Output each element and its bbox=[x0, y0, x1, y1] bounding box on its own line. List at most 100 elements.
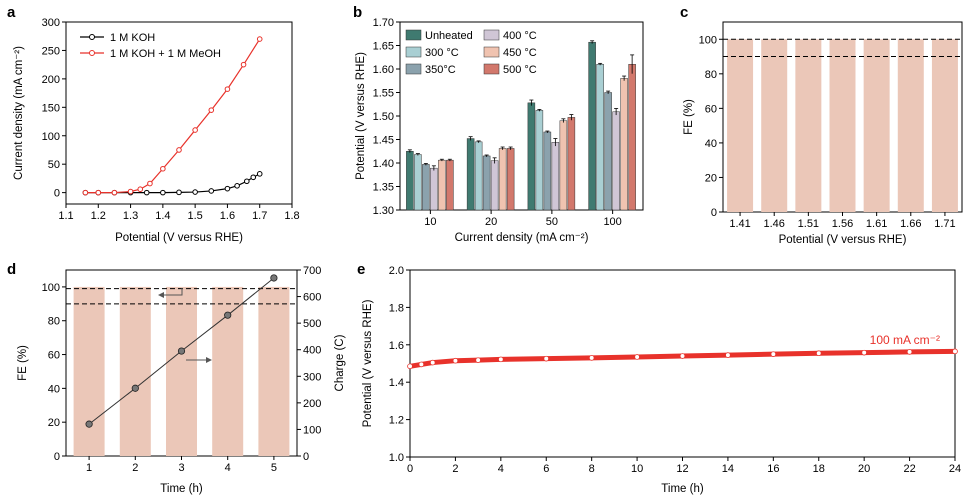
panel-d-ytick-label-1: 20 bbox=[48, 417, 60, 429]
panel-a-series-1-point-7 bbox=[176, 147, 182, 153]
panel-a-series-1-point-6 bbox=[160, 165, 166, 172]
panel-b-bar-3-3 bbox=[612, 111, 620, 211]
panel-a-series-0-point-12 bbox=[250, 174, 257, 181]
panel-e-point-9 bbox=[679, 353, 686, 359]
panel-a-series-line-0 bbox=[85, 173, 260, 194]
panel-c-ytick-label-2: 40 bbox=[705, 138, 717, 150]
panel-b-xtick-label-3: 100 bbox=[603, 216, 621, 228]
panel-c-bar-0 bbox=[727, 39, 754, 212]
panel-b-legend-label-0: Unheated bbox=[425, 30, 473, 42]
panel-c-xlabel: Potential (V versus RHE) bbox=[779, 234, 907, 246]
panel-c-ylabel: FE (%) bbox=[683, 99, 695, 135]
panel-b-bar-3-2 bbox=[604, 92, 612, 211]
panel-d-xlabel: Time (h) bbox=[160, 483, 203, 495]
panel-b-bar-3-0 bbox=[588, 41, 596, 211]
panel-e-xtick-label-12: 24 bbox=[949, 463, 961, 475]
panel-c-xtick-label-0: 1.41 bbox=[729, 218, 750, 230]
panel-label-d: d bbox=[7, 261, 16, 278]
panel-b-chart: 1.30 1.35 1.40 1.45 1.50 1.55 1.60 1.65 1.70 10 20… bbox=[355, 17, 644, 244]
panel-d-charge-point-0 bbox=[85, 420, 93, 428]
panel-a-ytick-label-2: 100 bbox=[42, 131, 60, 143]
panel-d-fe-arrowhead bbox=[158, 292, 164, 298]
panel-b-bar-1-2 bbox=[482, 155, 491, 211]
panel-e-point-6 bbox=[543, 355, 550, 362]
panel-c-bar-5 bbox=[897, 39, 924, 212]
panel-b-bar-2-5 bbox=[567, 117, 576, 211]
panel-b-bar-0-3 bbox=[430, 167, 438, 211]
panel-e-point-11 bbox=[770, 351, 777, 357]
panel-e-ytick-label-1: 1.2 bbox=[389, 415, 404, 427]
panel-label-b: b bbox=[353, 4, 362, 21]
panel-a-series-line-1 bbox=[85, 38, 261, 194]
panel-b-bar-1-4 bbox=[498, 148, 507, 211]
panel-e-ytick-label-4: 1.8 bbox=[389, 302, 404, 314]
panel-b-xlabel: Current density (mA cm⁻²) bbox=[455, 232, 589, 244]
panel-c-chart: 0 20 40 60 80 100 1.41 1.46 1.51 1.56 1.61 1.66 1.71… bbox=[683, 21, 963, 246]
panel-c-bar-6 bbox=[931, 39, 958, 212]
panel-d-y2tick-label-6: 600 bbox=[303, 292, 321, 304]
panel-b-bar-0-2 bbox=[422, 164, 430, 211]
panel-d-y2tick-label-7: 700 bbox=[303, 265, 321, 277]
panel-d-xtick-label-0: 1 bbox=[86, 462, 92, 474]
panel-b-ylabel: Potential (V versus RHE) bbox=[355, 52, 367, 180]
panel-a-series-0-point-6 bbox=[176, 189, 182, 196]
panel-e-series-line bbox=[407, 348, 958, 369]
panel-label-a: a bbox=[7, 4, 16, 21]
panel-d-y2tick-label-4: 400 bbox=[303, 345, 321, 357]
panel-c-xtick-label-4: 1.61 bbox=[866, 218, 887, 230]
panel-b-ytick-label-6: 1.60 bbox=[373, 64, 394, 76]
panel-e-xtick-label-11: 22 bbox=[903, 463, 915, 475]
panel-b-ytick-label-5: 1.55 bbox=[373, 88, 394, 100]
panel-b-legend-swatch-5 bbox=[483, 63, 500, 75]
panel-b-ytick-label-7: 1.65 bbox=[373, 41, 394, 53]
panel-a-ytick-label-5: 250 bbox=[42, 45, 60, 57]
panel-b-bar-1-0 bbox=[466, 138, 475, 211]
panel-a-series-1-point-4 bbox=[137, 186, 144, 193]
panel-b-bar-0-5 bbox=[446, 159, 454, 211]
panel-a-ylabel: Current density (mA cm⁻²) bbox=[13, 46, 25, 180]
panel-e-ylabel: Potential (V versus RHE) bbox=[362, 299, 374, 427]
panel-e-ytick-label-3: 1.6 bbox=[389, 340, 404, 352]
panel-d-y2label: Charge (C) bbox=[334, 334, 346, 391]
panel-d-ytick-label-3: 60 bbox=[48, 350, 60, 362]
panel-b-bar-2-4 bbox=[559, 120, 568, 211]
panel-e-point-5 bbox=[498, 356, 504, 363]
panel-a-series-0-point-13 bbox=[256, 171, 263, 177]
panel-d-charge-point-1 bbox=[131, 384, 139, 392]
panel-d-y2tick-label-0: 0 bbox=[303, 451, 309, 463]
panel-d-y2tick-label-1: 100 bbox=[303, 424, 321, 436]
panel-b-bar-0-1 bbox=[414, 154, 422, 211]
panel-b-legend-swatch-3 bbox=[483, 29, 500, 41]
panel-e-xtick-label-0: 0 bbox=[407, 463, 413, 475]
panel-b-legend-swatch-1 bbox=[405, 46, 422, 58]
panel-a-ytick-label-1: 50 bbox=[48, 159, 60, 171]
panel-a-xtick-label-0: 1.1 bbox=[58, 210, 73, 222]
panel-d-xtick-label-1: 2 bbox=[132, 462, 138, 474]
panel-c-ytick-label-5: 100 bbox=[699, 34, 717, 46]
panel-b-bar-3-1 bbox=[596, 64, 604, 211]
panel-e-point-7 bbox=[588, 355, 595, 361]
panel-a-series-0-point-11 bbox=[244, 178, 250, 185]
panel-a-plot-frame bbox=[65, 21, 293, 205]
panel-b-legend-label-2: 350°C bbox=[425, 64, 456, 76]
panel-b-ytick-label-0: 1.30 bbox=[373, 205, 394, 217]
panel-a-series-1-point-2 bbox=[111, 189, 118, 196]
panel-e-annotation: 100 mA cm⁻² bbox=[870, 333, 940, 347]
panel-c-ytick-label-0: 0 bbox=[711, 207, 717, 219]
panel-b-bar-3-5 bbox=[628, 64, 636, 211]
panel-e-xtick-label-4: 8 bbox=[589, 463, 595, 475]
panel-d-xtick-label-2: 3 bbox=[178, 462, 184, 474]
panel-b-bar-3-4 bbox=[620, 78, 628, 211]
panel-d-y2tick-label-3: 300 bbox=[303, 371, 321, 383]
panel-e-ytick-label-0: 1.0 bbox=[389, 452, 404, 464]
panel-d-ytick-label-4: 80 bbox=[48, 316, 60, 328]
panel-e-point-13 bbox=[861, 349, 867, 356]
panel-b-legend-swatch-4 bbox=[483, 46, 500, 58]
panel-b-bar-1-3 bbox=[490, 160, 499, 211]
panel-a-series-1-point-1 bbox=[95, 189, 102, 196]
panel-e-plot-frame bbox=[409, 269, 956, 458]
panel-e-xtick-label-5: 10 bbox=[631, 463, 643, 475]
panel-a-series-1-point-10 bbox=[224, 86, 231, 92]
panel-e-point-3 bbox=[452, 357, 459, 364]
